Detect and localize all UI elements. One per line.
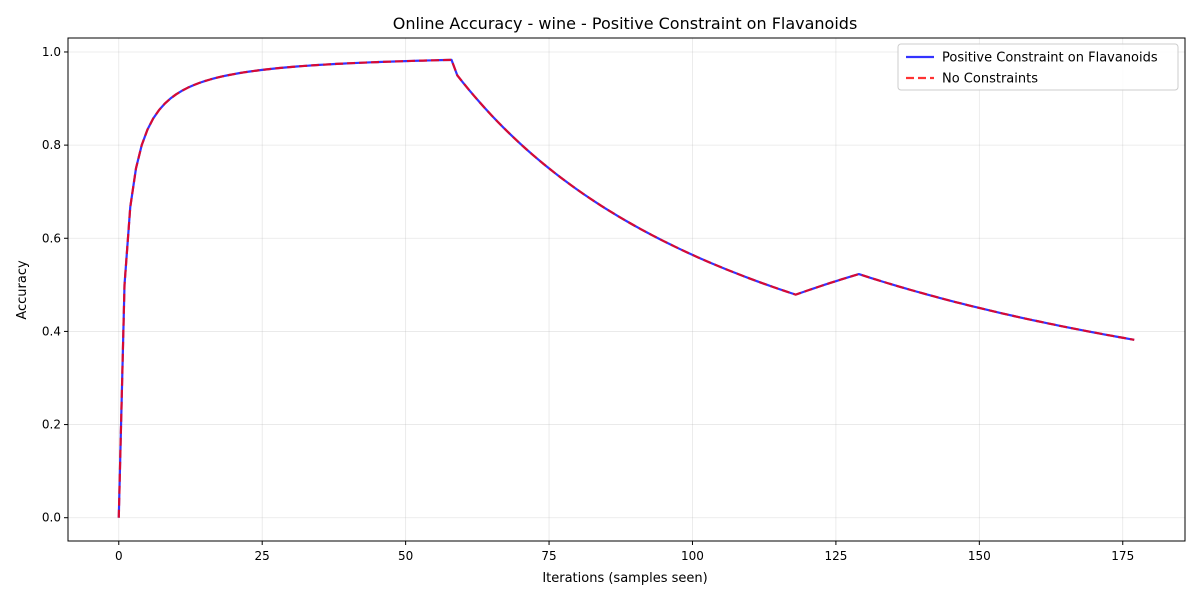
y-tick-label: 0.6 — [42, 231, 61, 245]
legend-box — [897, 43, 1179, 91]
y-tick-label: 1.0 — [42, 45, 61, 59]
series-line-no-constraints — [117, 58, 1135, 518]
x-tick-label: 0 — [115, 549, 123, 563]
legend-label: No Constraints — [942, 72, 1038, 87]
y-tick-label: 0.8 — [42, 138, 61, 152]
y-tick-label: 0.4 — [42, 324, 61, 338]
x-tick-label: 125 — [824, 549, 847, 563]
x-axis: 0 25 50 75 100 125 150 175 — [115, 541, 1134, 563]
x-tick-label: 175 — [1111, 549, 1134, 563]
y-axis-label: Accuracy — [15, 260, 30, 320]
series-layer — [117, 58, 1135, 518]
plot-frame — [67, 37, 1186, 542]
legend: Positive Constraint on Flavanoids No Cons… — [897, 43, 1179, 91]
y-axis: 0.0 0.2 0.4 0.6 0.8 1.0 — [42, 45, 68, 525]
x-tick-label: 25 — [255, 549, 270, 563]
x-tick-label: 50 — [398, 549, 413, 563]
y-tick-label: 0.0 — [42, 511, 61, 525]
x-tick-label: 75 — [541, 549, 556, 563]
x-axis-label: Iterations (samples seen) — [542, 571, 707, 586]
x-tick-label: 100 — [681, 549, 704, 563]
legend-label: Positive Constraint on Flavanoids — [942, 51, 1158, 66]
x-tick-label: 150 — [968, 549, 991, 563]
grid — [68, 38, 1185, 541]
y-tick-label: 0.2 — [42, 418, 61, 432]
chart-title: Online Accuracy - wine - Positive Constr… — [393, 14, 858, 33]
